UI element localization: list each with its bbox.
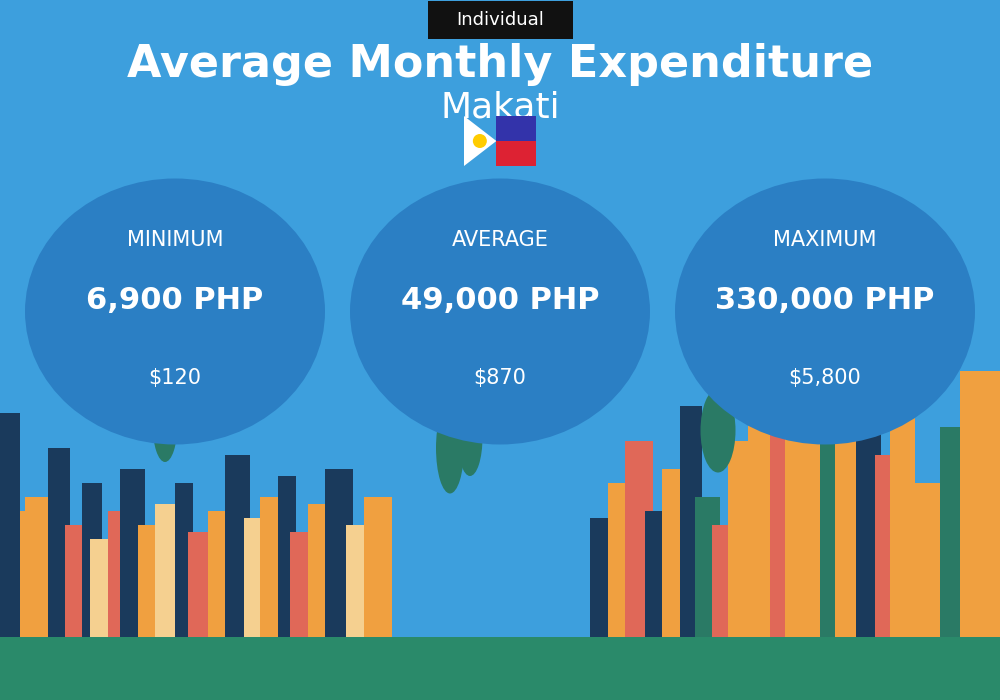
Bar [662,469,690,637]
Bar [90,539,115,637]
Bar [856,427,881,637]
Bar [496,141,536,166]
Bar [25,497,55,637]
Bar [940,427,965,637]
Bar [155,504,180,637]
Bar [325,469,353,637]
Bar [820,385,842,637]
Bar [496,116,536,141]
Bar [712,525,734,637]
Ellipse shape [350,178,650,444]
Bar [208,511,230,637]
Ellipse shape [190,276,280,374]
Text: Average Monthly Expenditure: Average Monthly Expenditure [127,43,873,87]
Bar [225,455,250,637]
Bar [364,497,392,637]
Ellipse shape [688,280,772,371]
Bar [645,511,670,637]
Text: 330,000 PHP: 330,000 PHP [715,286,935,316]
Bar [910,483,945,637]
Bar [680,406,702,637]
Bar [785,329,825,637]
Bar [308,504,330,637]
Ellipse shape [675,178,975,444]
Bar [48,448,70,637]
Bar [175,483,193,637]
Bar [346,525,371,637]
Text: MAXIMUM: MAXIMUM [773,230,877,250]
Bar [244,518,266,637]
Ellipse shape [25,178,325,444]
Text: AVERAGE: AVERAGE [452,230,548,250]
Ellipse shape [436,402,464,493]
Bar [0,511,28,637]
Bar [108,511,126,637]
Bar [590,518,615,637]
Circle shape [473,134,487,148]
Bar [835,357,863,637]
Bar [770,413,792,637]
Bar [625,441,653,637]
Bar [748,357,776,637]
Bar [890,399,915,637]
Bar [65,525,90,637]
Bar [120,469,145,637]
Text: Makati: Makati [440,91,560,125]
Bar [260,497,285,637]
Bar [608,483,633,637]
Ellipse shape [103,349,158,407]
Bar [138,525,160,637]
Text: $5,800: $5,800 [789,368,861,388]
Bar [875,455,897,637]
Ellipse shape [742,343,798,406]
Ellipse shape [458,399,482,476]
Text: MINIMUM: MINIMUM [127,230,223,250]
Bar [728,441,753,637]
Bar [82,483,102,637]
Text: Individual: Individual [456,11,544,29]
Text: $120: $120 [148,368,202,388]
Text: $870: $870 [474,368,526,388]
Bar [0,413,20,637]
FancyBboxPatch shape [428,1,572,39]
Ellipse shape [152,385,178,462]
Bar [960,371,1000,637]
Bar [290,532,315,637]
Text: 49,000 PHP: 49,000 PHP [401,286,599,316]
Bar [278,476,296,637]
Ellipse shape [228,266,312,343]
Bar [0,637,1000,700]
Text: 6,900 PHP: 6,900 PHP [86,286,264,316]
Polygon shape [464,116,496,166]
Bar [695,497,720,637]
Ellipse shape [700,389,736,473]
Ellipse shape [725,274,805,348]
Bar [188,532,213,637]
